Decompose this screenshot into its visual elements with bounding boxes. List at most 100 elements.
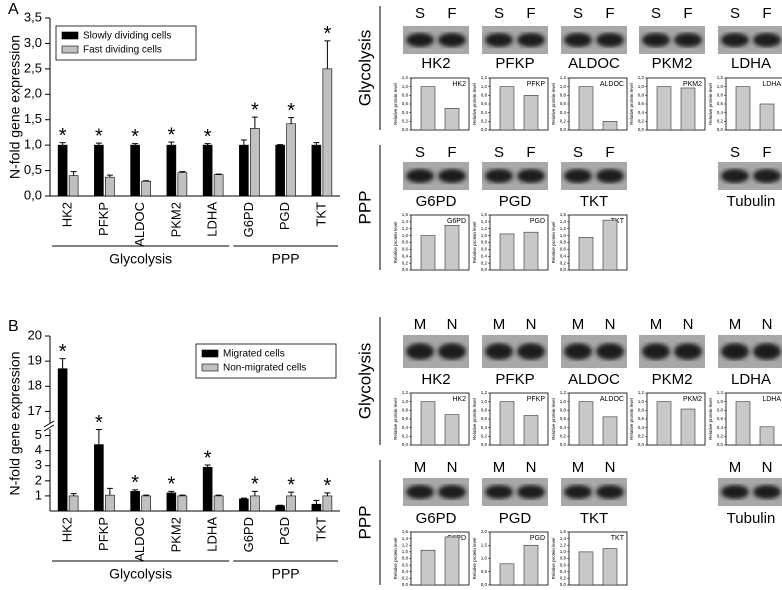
blot-band <box>721 33 749 47</box>
small-chart-frame <box>410 392 470 446</box>
small-chart-frame <box>489 531 549 586</box>
y-tick-label: 0,0 <box>560 267 567 272</box>
error-bar <box>106 487 113 496</box>
y-tick-label: 1,0 <box>717 84 724 89</box>
small-chart-frame <box>410 214 470 271</box>
group-label: Glycolysis <box>109 566 172 582</box>
y-tick-label: 0,0 <box>402 127 409 132</box>
bar <box>420 549 436 586</box>
blot-name: G6PD <box>416 510 457 527</box>
small-chart-frame <box>646 77 706 131</box>
error-bar <box>59 142 66 146</box>
y-axis-label: N-fold gene expression <box>7 352 23 496</box>
y-tick-label: 1,2 <box>481 75 488 80</box>
x-tick-label: PFKP <box>96 202 111 236</box>
small-chart-title: ALDOC <box>600 396 624 403</box>
lane-label: M <box>414 316 427 333</box>
small-chart-title: PGD <box>530 535 545 542</box>
small-chart-title: HK2 <box>452 396 466 403</box>
y-tick-label: 19 <box>28 353 42 368</box>
lane-label: M <box>414 459 427 476</box>
axis-break-gap <box>44 423 56 429</box>
blot-band <box>674 33 702 47</box>
error-bar <box>215 494 222 496</box>
blot-band <box>438 343 466 360</box>
small-chart-frame <box>568 77 628 131</box>
section-label: Glycolysis <box>355 343 374 420</box>
blot-band <box>485 343 513 360</box>
lane-label: F <box>762 5 771 22</box>
section-label: PPP <box>355 505 374 539</box>
blot-name: PKM2 <box>652 371 693 388</box>
y-tick-label: 1,0 <box>481 399 488 404</box>
lane-label: F <box>683 5 692 22</box>
error-bar <box>168 141 175 146</box>
y-axis-label: Relative protein level <box>472 222 477 264</box>
blot-name: LDHA <box>731 371 771 388</box>
y-tick-label: 0,2 <box>402 576 409 581</box>
y-tick-label: 0,8 <box>402 93 409 98</box>
axis-break <box>43 420 55 428</box>
y-tick-label: 1,5 <box>24 111 42 126</box>
small-chart-title: TKT <box>611 535 625 542</box>
bar <box>656 401 672 446</box>
y-tick-label: 0,0 <box>560 442 567 447</box>
y-axis-label: Relative protein level <box>393 83 398 125</box>
bar <box>130 144 140 197</box>
blot-band <box>517 169 545 183</box>
y-tick-label: 0,8 <box>560 93 567 98</box>
y-tick-label: 0,4 <box>560 569 567 574</box>
blot-band <box>596 33 624 47</box>
error-bar <box>313 499 320 505</box>
blot-name: LDHA <box>731 55 771 72</box>
y-tick-label: 1,0 <box>638 84 645 89</box>
legend-box <box>195 343 337 379</box>
y-tick-label: 1,2 <box>717 390 724 395</box>
y-axis-label: Relative protein level <box>393 538 398 580</box>
y-tick-label: 17 <box>28 403 42 418</box>
y-tick-label: 20 <box>28 327 42 342</box>
significance-marker: * <box>251 474 259 496</box>
lane-label: F <box>447 144 456 161</box>
blot-band <box>406 485 434 499</box>
bar <box>680 87 696 131</box>
error-bar <box>106 174 113 178</box>
bar <box>656 86 672 131</box>
bar <box>499 233 515 271</box>
y-tick-label: 0,8 <box>481 240 488 245</box>
y-tick-label: 1,2 <box>402 75 409 80</box>
y-tick-label: 1,0 <box>560 233 567 238</box>
y-tick-label: 0,4 <box>481 425 488 430</box>
small-chart-frame <box>568 392 628 446</box>
bar <box>311 144 322 197</box>
bar <box>444 414 460 446</box>
error-bar <box>95 142 102 146</box>
y-tick-label: 1,0 <box>24 137 42 152</box>
blot-band <box>406 33 434 47</box>
y-tick-label: 0,5 <box>481 569 488 574</box>
y-axis-label: N-fold gene expression <box>7 35 23 179</box>
bar <box>105 176 115 197</box>
error-bar <box>240 139 247 146</box>
bar <box>523 544 539 586</box>
lane-label: S <box>415 5 425 22</box>
blot-band <box>406 169 434 183</box>
y-tick-label: 1,6 <box>560 529 567 534</box>
blot-band <box>721 169 749 183</box>
bar <box>578 401 594 446</box>
blot-band <box>517 33 545 47</box>
significance-marker: * <box>131 472 139 494</box>
y-tick-label: 1,2 <box>402 542 409 547</box>
bar <box>202 466 213 512</box>
y-tick-label: 0,0 <box>481 582 488 587</box>
y-tick-label: 0,0 <box>481 127 488 132</box>
y-tick-label: 0,4 <box>402 425 409 430</box>
y-tick-label: 0,6 <box>402 247 409 252</box>
lane-label: N <box>762 459 773 476</box>
y-axis-label: Relative protein level <box>629 83 634 125</box>
y-tick-label: 1,2 <box>717 75 724 80</box>
small-chart-title: PFKP <box>527 81 546 88</box>
bar <box>602 121 618 131</box>
significance-marker: * <box>167 124 175 146</box>
bar <box>735 401 751 446</box>
